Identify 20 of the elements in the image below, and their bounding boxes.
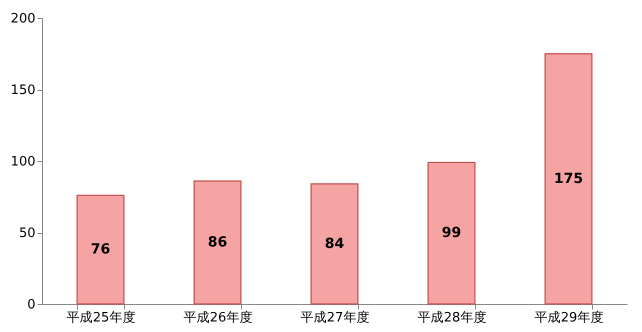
data-label: 84 — [324, 236, 344, 252]
bar — [76, 194, 124, 305]
data-label: 76 — [90, 242, 110, 258]
data-label: 86 — [208, 234, 228, 251]
y-tick-label: 0 — [27, 298, 36, 312]
x-tick-label: 平成27年度 — [300, 310, 370, 326]
data-label: 99 — [442, 225, 462, 242]
y-tick-label: 100 — [10, 154, 36, 170]
data-label: 175 — [554, 170, 584, 187]
x-tick-label: 平成25年度 — [66, 310, 136, 326]
y-tick-label: 50 — [18, 226, 36, 241]
bar — [428, 162, 476, 305]
y-tick-label: 150 — [10, 83, 36, 98]
bar — [194, 180, 242, 305]
y-tick-label: 200 — [10, 12, 36, 26]
x-tick-label: 平成29年度 — [534, 310, 604, 326]
bar — [310, 183, 358, 305]
x-tick-label: 平成26年度 — [184, 310, 252, 326]
bar — [544, 53, 592, 305]
x-tick-label: 平成28年度 — [418, 310, 486, 326]
